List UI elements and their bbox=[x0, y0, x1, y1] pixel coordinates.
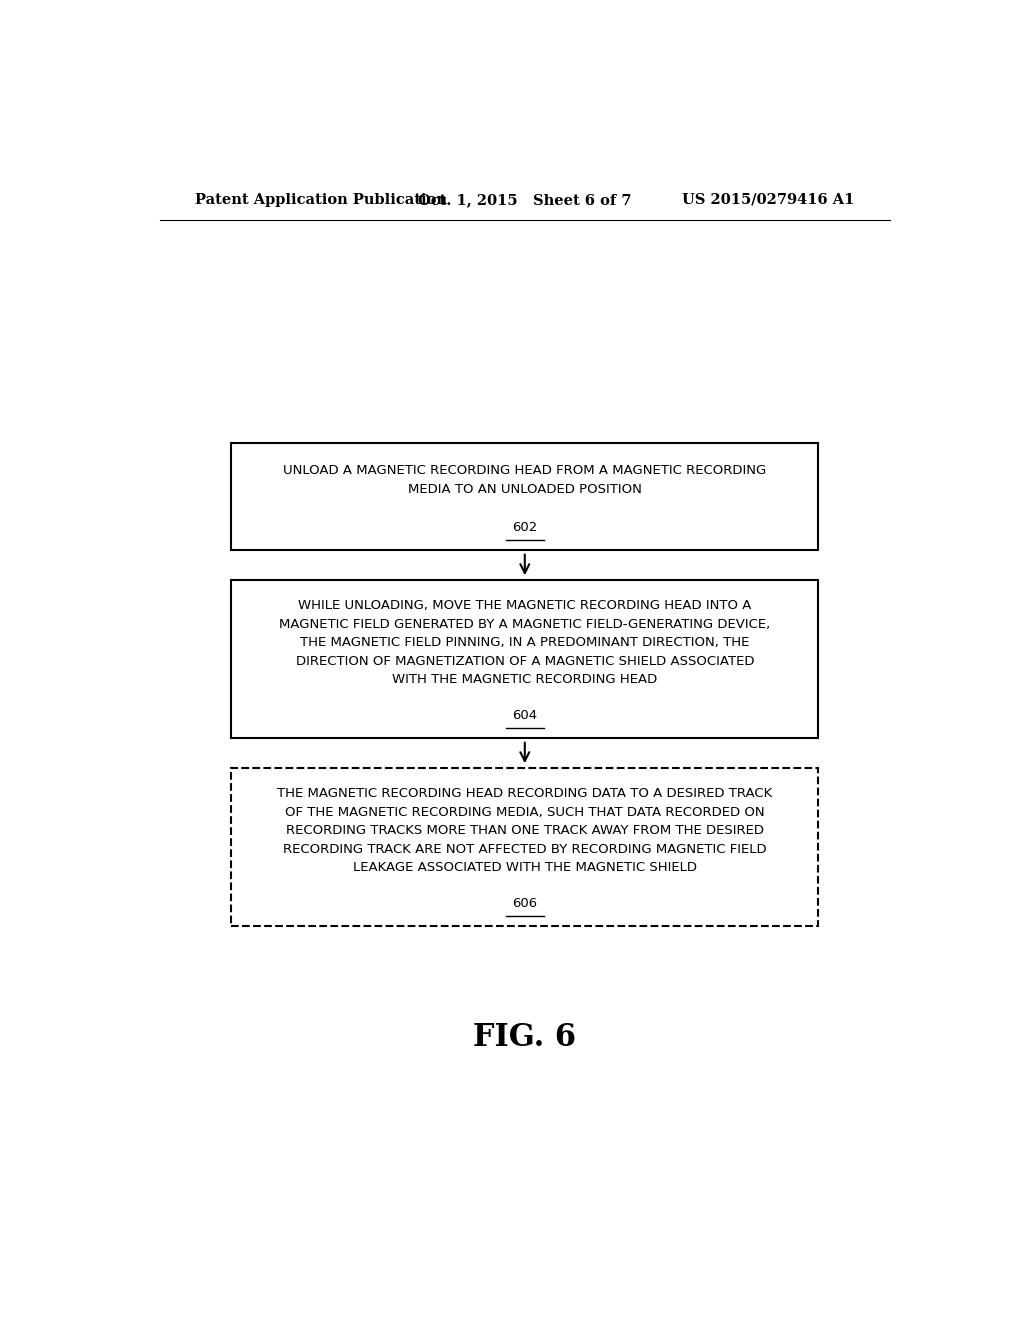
Text: 606: 606 bbox=[512, 896, 538, 909]
Text: WHILE UNLOADING, MOVE THE MAGNETIC RECORDING HEAD INTO A
MAGNETIC FIELD GENERATE: WHILE UNLOADING, MOVE THE MAGNETIC RECOR… bbox=[280, 599, 770, 686]
Text: US 2015/0279416 A1: US 2015/0279416 A1 bbox=[682, 193, 854, 207]
Text: Oct. 1, 2015   Sheet 6 of 7: Oct. 1, 2015 Sheet 6 of 7 bbox=[418, 193, 632, 207]
FancyBboxPatch shape bbox=[231, 444, 818, 549]
FancyBboxPatch shape bbox=[231, 581, 818, 738]
Text: FIG. 6: FIG. 6 bbox=[473, 1022, 577, 1053]
Text: Patent Application Publication: Patent Application Publication bbox=[196, 193, 447, 207]
Text: THE MAGNETIC RECORDING HEAD RECORDING DATA TO A DESIRED TRACK
OF THE MAGNETIC RE: THE MAGNETIC RECORDING HEAD RECORDING DA… bbox=[278, 787, 772, 874]
Text: 602: 602 bbox=[512, 521, 538, 533]
Text: 604: 604 bbox=[512, 709, 538, 722]
FancyBboxPatch shape bbox=[231, 768, 818, 925]
Text: UNLOAD A MAGNETIC RECORDING HEAD FROM A MAGNETIC RECORDING
MEDIA TO AN UNLOADED : UNLOAD A MAGNETIC RECORDING HEAD FROM A … bbox=[284, 465, 766, 496]
